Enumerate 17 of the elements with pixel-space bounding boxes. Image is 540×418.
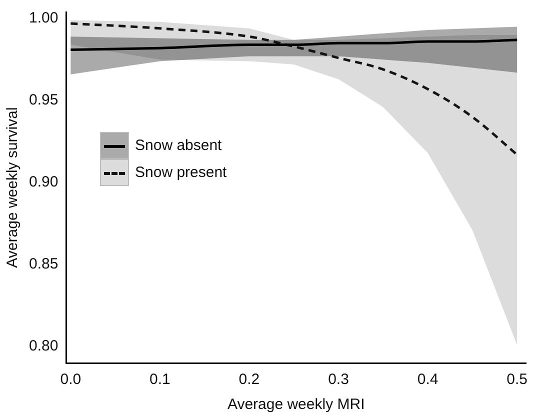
x-tick-label: 0.1 [150, 371, 170, 388]
line-series [69, 22, 518, 156]
y-tick-label: 1.00 [28, 10, 58, 27]
x-tick-label: 0.3 [328, 371, 349, 388]
x-axis-title: Average weekly MRI [227, 396, 365, 414]
y-axis-title: Average weekly survival [4, 107, 22, 268]
y-tick-label: 0.80 [28, 338, 58, 355]
y-tick-label: 0.90 [28, 174, 58, 191]
legend-label: Snow present [135, 164, 227, 181]
y-tick-label: 0.85 [28, 256, 58, 273]
line-series [69, 38, 518, 51]
x-tick-label: 0.0 [60, 371, 82, 388]
x-tick-label: 0.4 [417, 371, 438, 388]
x-tick-label: 0.5 [506, 371, 528, 388]
x-tick-label: 0.2 [238, 371, 260, 388]
legend-label: Snow absent [135, 137, 222, 154]
y-tick-label: 0.95 [28, 92, 58, 109]
